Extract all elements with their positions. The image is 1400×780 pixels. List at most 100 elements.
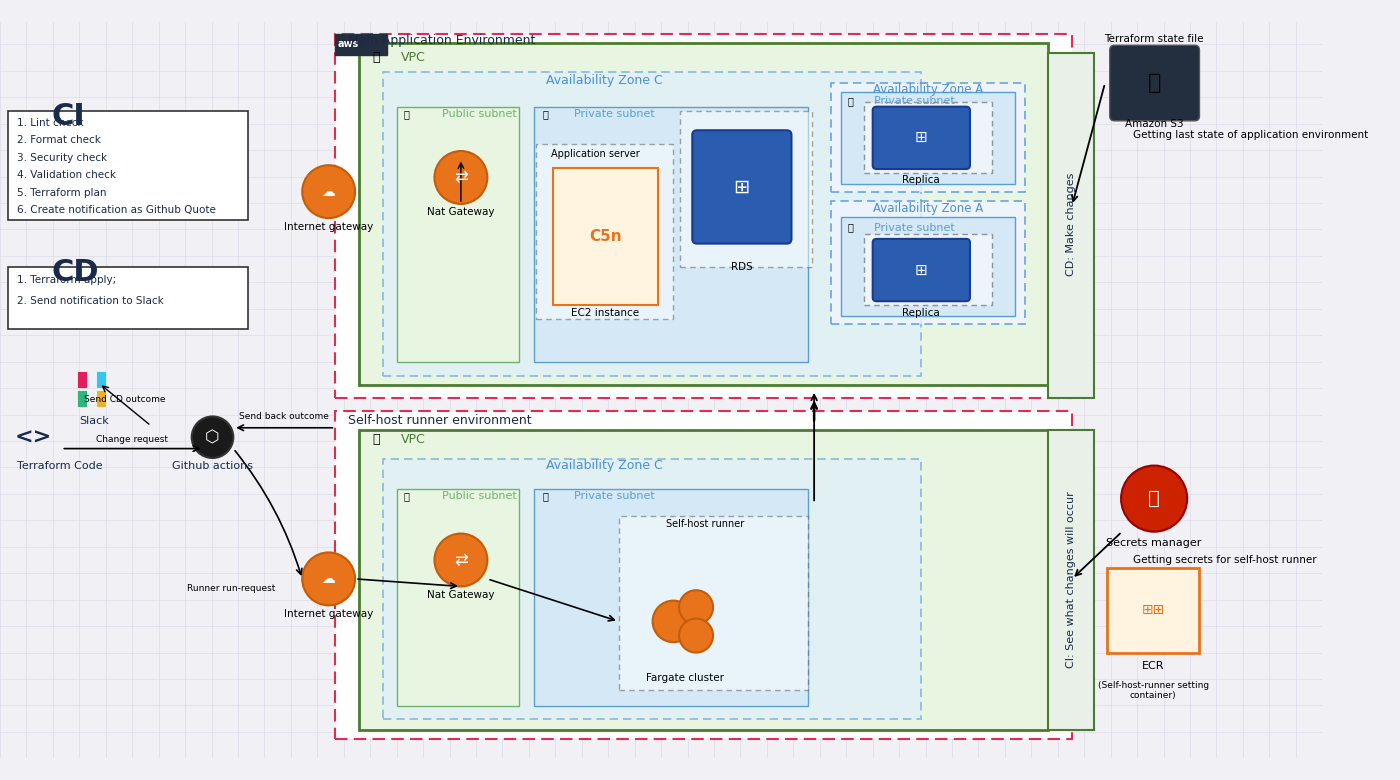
Bar	[533, 489, 808, 707]
Text: 2. Send notification to Slack: 2. Send notification to Slack	[17, 296, 164, 306]
Bar	[832, 201, 1025, 324]
Text: Main Application Environment: Main Application Environment	[347, 34, 535, 47]
Text: 🪣: 🪣	[1148, 73, 1161, 93]
Text: 🔒: 🔒	[543, 109, 549, 119]
Bar	[97, 390, 106, 407]
Circle shape	[192, 417, 234, 458]
Text: 🔒: 🔒	[372, 51, 379, 64]
FancyBboxPatch shape	[692, 130, 791, 243]
Text: Internet gateway: Internet gateway	[284, 222, 374, 232]
Bar	[335, 34, 388, 55]
Text: 6. Create notification as Github Quote: 6. Create notification as Github Quote	[17, 205, 216, 215]
Text: 🔒: 🔒	[403, 491, 409, 501]
Text: Secrets manager: Secrets manager	[1106, 538, 1201, 548]
Text: Github actions: Github actions	[172, 460, 253, 470]
Text: Availability Zone C: Availability Zone C	[546, 459, 662, 472]
Text: ⇄: ⇄	[454, 168, 468, 186]
Circle shape	[679, 590, 713, 624]
Text: Send CD outcome: Send CD outcome	[84, 395, 165, 404]
FancyBboxPatch shape	[1110, 45, 1200, 121]
Circle shape	[302, 165, 356, 218]
Text: ☁: ☁	[322, 185, 336, 199]
Text: Terraform Code: Terraform Code	[17, 460, 102, 470]
Text: Private subnet: Private subnet	[874, 96, 955, 106]
Bar	[382, 72, 921, 376]
Bar	[396, 489, 519, 707]
Bar	[335, 411, 1072, 739]
Text: Change request: Change request	[97, 434, 168, 444]
Text: VPC: VPC	[402, 51, 426, 64]
Text: Slack: Slack	[80, 417, 109, 426]
Bar	[1049, 430, 1093, 730]
Bar	[358, 430, 1049, 730]
Bar	[7, 112, 248, 220]
Bar	[97, 371, 106, 388]
Bar	[1049, 53, 1093, 398]
Bar	[533, 107, 808, 362]
Text: Fargate cluster: Fargate cluster	[645, 673, 724, 683]
Text: aws: aws	[339, 39, 360, 49]
Text: CI: See what changes will occur: CI: See what changes will occur	[1065, 491, 1077, 668]
Bar	[358, 44, 1049, 385]
Bar	[619, 516, 808, 690]
Circle shape	[1121, 466, 1187, 532]
Bar	[77, 371, 87, 388]
Text: ⊞: ⊞	[914, 263, 927, 278]
Bar	[7, 268, 248, 328]
Text: ⇄: ⇄	[454, 551, 468, 569]
Text: Runner run-request: Runner run-request	[188, 584, 276, 593]
Text: Getting secrets for self-host runner: Getting secrets for self-host runner	[1134, 555, 1317, 565]
Bar	[864, 102, 991, 173]
Text: 4. Validation check: 4. Validation check	[17, 170, 116, 180]
Text: ⊞: ⊞	[734, 177, 749, 197]
Text: Availability Zone A: Availability Zone A	[874, 202, 984, 215]
Text: 🔒: 🔒	[403, 109, 409, 119]
Bar	[1107, 568, 1200, 653]
Text: 1. Terraform apply;: 1. Terraform apply;	[17, 275, 116, 285]
Text: Availability Zone A: Availability Zone A	[874, 83, 984, 96]
Text: ⬡: ⬡	[206, 428, 220, 446]
Text: 🔒: 🔒	[372, 433, 379, 445]
Bar	[335, 34, 1072, 398]
Text: Availability Zone C: Availability Zone C	[546, 74, 662, 87]
Text: Application server: Application server	[550, 149, 640, 159]
Text: CI: CI	[52, 102, 85, 131]
Text: 🔒: 🔒	[1148, 489, 1161, 508]
Text: <>: <>	[14, 427, 52, 447]
Text: Replica: Replica	[902, 307, 939, 317]
Circle shape	[652, 601, 694, 642]
Text: Private subnet: Private subnet	[574, 109, 655, 119]
Text: Private subnet: Private subnet	[874, 222, 955, 232]
Bar	[553, 168, 658, 305]
Text: ⊞: ⊞	[914, 130, 927, 145]
Text: 🔒: 🔒	[543, 491, 549, 501]
Bar	[536, 144, 673, 319]
Circle shape	[679, 619, 713, 653]
Text: Self-host runner environment: Self-host runner environment	[347, 413, 531, 427]
Bar	[832, 83, 1025, 192]
Text: 2. Format check: 2. Format check	[17, 136, 101, 145]
Text: 5. Terraform plan: 5. Terraform plan	[17, 188, 106, 198]
Text: Public subnet: Public subnet	[442, 109, 517, 119]
Text: 3. Security check: 3. Security check	[17, 153, 108, 163]
Bar	[680, 112, 812, 268]
Text: Send back outcome: Send back outcome	[239, 412, 329, 421]
Bar	[840, 91, 1015, 184]
Text: ☁: ☁	[322, 572, 336, 586]
Bar	[77, 390, 87, 407]
Text: 🔒: 🔒	[847, 222, 853, 232]
Text: 1. Lint check: 1. Lint check	[17, 118, 84, 128]
Text: (Self-host-runner setting
container): (Self-host-runner setting container)	[1098, 681, 1208, 700]
Text: ECR: ECR	[1142, 661, 1165, 671]
Text: RDS: RDS	[731, 262, 752, 272]
Text: Nat Gateway: Nat Gateway	[427, 207, 494, 218]
Bar	[382, 459, 921, 718]
Text: Nat Gateway: Nat Gateway	[427, 590, 494, 600]
Circle shape	[434, 151, 487, 204]
Bar	[864, 234, 991, 305]
Text: Replica: Replica	[902, 176, 939, 186]
Circle shape	[302, 552, 356, 605]
Text: Private subnet: Private subnet	[574, 491, 655, 501]
Text: Self-host runner: Self-host runner	[666, 519, 743, 529]
Text: 🔒: 🔒	[847, 96, 853, 106]
